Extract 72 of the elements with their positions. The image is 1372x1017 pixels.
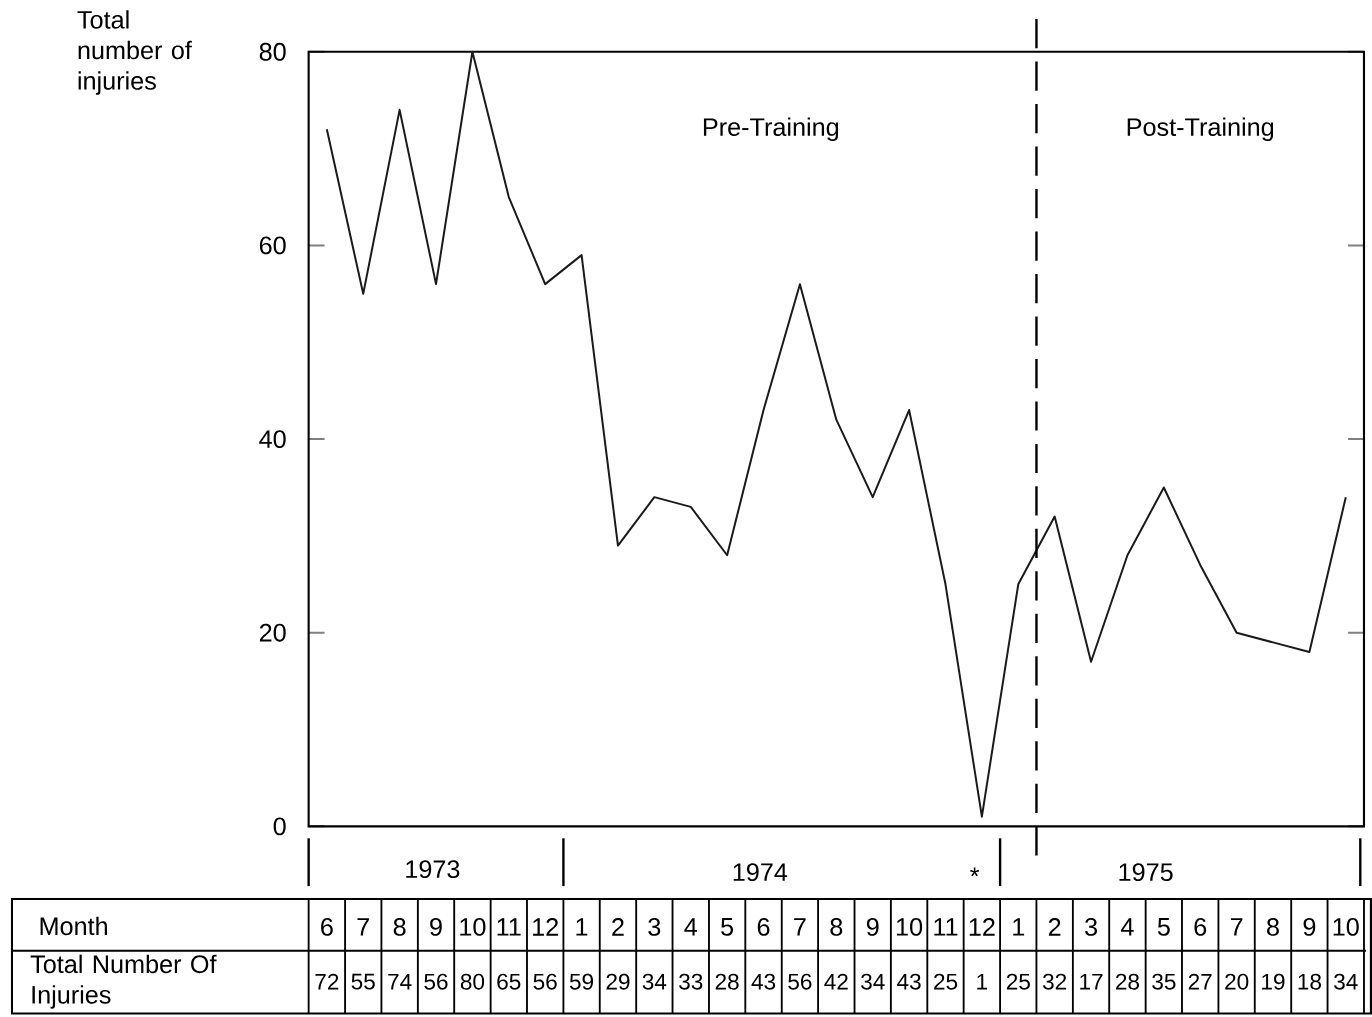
data-label: 18 <box>1298 973 1321 990</box>
x-tick-label: 4 <box>1120 918 1134 936</box>
x-tick-label: 8 <box>393 918 406 937</box>
data-label: 43 <box>897 973 921 990</box>
x-tick-label: 6 <box>321 918 333 937</box>
x-tick-label: 3 <box>1085 918 1097 937</box>
x-tick-label: 12 <box>533 918 558 936</box>
x-tick-label: 10 <box>1333 918 1359 937</box>
x-tick-label: 8 <box>1267 918 1279 937</box>
x-tick-label: 10 <box>460 918 486 937</box>
x-tick-label: 6 <box>757 918 770 937</box>
data-label: 72 <box>315 974 339 990</box>
x-tick-label: 2 <box>1048 918 1061 936</box>
data-label: 17 <box>1080 974 1103 990</box>
data-label: 74 <box>388 974 412 990</box>
data-label: 25 <box>934 973 958 990</box>
text: 1975 <box>1119 863 1173 882</box>
x-tick-label: 11 <box>497 918 521 936</box>
data-label: 33 <box>679 973 703 990</box>
annotation: Pre-Training <box>703 117 839 142</box>
data-label: 19 <box>1262 973 1285 990</box>
x-tick-label: 2 <box>612 918 624 936</box>
x-tick-label: 7 <box>1230 918 1243 936</box>
x-tick-label: 9 <box>866 918 879 937</box>
x-tick-label: 9 <box>430 918 442 937</box>
text: * <box>970 867 980 877</box>
data-label: 65 <box>497 973 521 990</box>
data-label: 43 <box>751 973 776 990</box>
x-tick-label: 8 <box>830 918 843 937</box>
y-tick-label: 80 <box>259 43 286 61</box>
data-label: 20 <box>1225 973 1249 990</box>
data-label: 42 <box>824 974 848 990</box>
data-label: 56 <box>424 973 448 990</box>
data-label: 55 <box>351 974 375 990</box>
data-label: 56 <box>533 973 557 990</box>
data-label: 34 <box>861 973 885 990</box>
y-tick-label: 60 <box>259 236 286 255</box>
x-tick-label: 12 <box>969 918 995 936</box>
data-label: 27 <box>1188 974 1212 990</box>
data-label: 29 <box>606 973 630 990</box>
data-label: 25 <box>1006 973 1030 990</box>
data-label: 34 <box>642 973 667 990</box>
data-label: 1 <box>977 974 988 990</box>
x-tick-label: 7 <box>357 918 369 936</box>
text: 1974 <box>733 863 788 882</box>
data-label: 32 <box>1042 973 1067 990</box>
data-label: 35 <box>1152 973 1176 990</box>
x-tick-label: 1 <box>1013 918 1025 936</box>
x-tick-label: 3 <box>648 918 661 937</box>
data-label: 28 <box>715 973 739 990</box>
y-tick-label: 40 <box>259 430 286 449</box>
data-label: 28 <box>1116 973 1139 990</box>
x-tick-label: 1 <box>576 918 588 936</box>
y-tick-label: 20 <box>259 624 286 642</box>
x-tick-label: 11 <box>934 918 958 936</box>
text: 1973 <box>406 860 460 879</box>
x-tick-label: 4 <box>684 918 698 936</box>
x-tick-label: 6 <box>1194 918 1207 937</box>
annotation: Post-Training <box>1127 117 1274 142</box>
y-tick-label: 0 <box>273 817 286 836</box>
x-tick-label: 5 <box>721 918 734 936</box>
x-tick-label: 9 <box>1303 918 1316 937</box>
data-label: 80 <box>460 973 485 990</box>
data-label: 59 <box>569 973 594 990</box>
x-tick-label: 7 <box>794 918 806 936</box>
data-label: 56 <box>788 973 812 990</box>
text: Month <box>40 916 107 936</box>
text: Total Number Of Injuries <box>30 954 217 1009</box>
x-tick-label: 10 <box>896 918 923 937</box>
y-axis-title: Total number of injuries <box>77 10 192 96</box>
data-label: 34 <box>1334 973 1358 990</box>
x-tick-label: 5 <box>1157 918 1170 936</box>
